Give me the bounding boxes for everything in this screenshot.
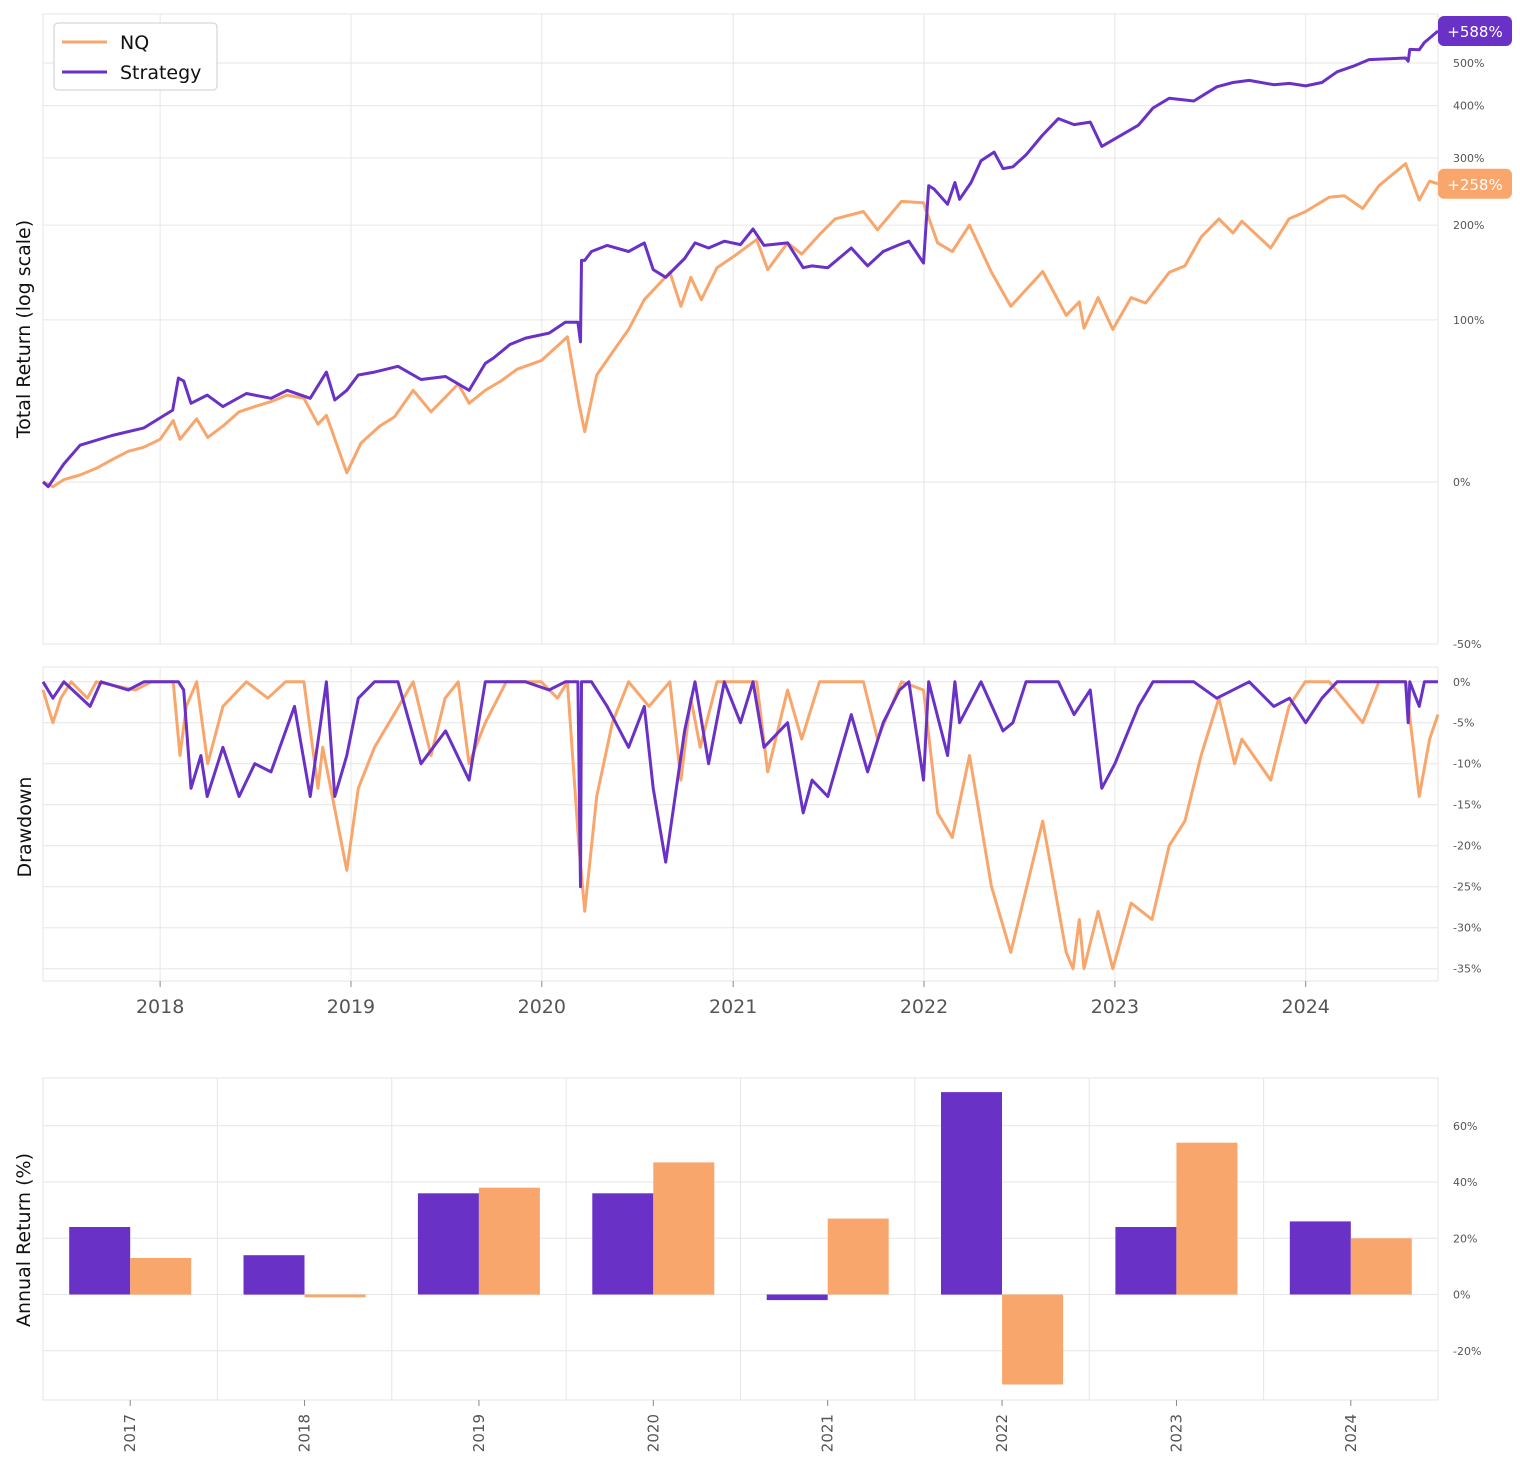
y-tick-label: 300% bbox=[1453, 152, 1484, 165]
y-tick-label: -20% bbox=[1453, 840, 1481, 853]
y-tick-label: -50% bbox=[1453, 638, 1481, 651]
annual-return-panel: -20% 0% 20% 40% 60% 2017 2018 2019 2020 2021 2022… bbox=[13, 1077, 1481, 1452]
y-tick-label: -30% bbox=[1453, 922, 1481, 935]
x-tick-label-2023: 2023 bbox=[1091, 996, 1139, 1018]
annual-return-y-grid: -20% 0% 20% 40% 60% bbox=[43, 1120, 1481, 1358]
total-return-y-grid: -50% 0% 100% 200% 300% 400% 500% bbox=[43, 57, 1484, 651]
y-tick-label: -5% bbox=[1453, 717, 1474, 730]
legend-label-strategy: Strategy bbox=[120, 62, 201, 84]
end-label-badge bbox=[1438, 16, 1512, 47]
drawdown-plot-area bbox=[42, 666, 1439, 982]
bar-nq-2022 bbox=[1002, 1294, 1064, 1385]
total-return-plot-area bbox=[42, 13, 1439, 645]
end-label-text: +588% bbox=[1447, 23, 1502, 41]
end-label-strategy: +588% bbox=[1438, 16, 1512, 47]
y-tick-label: 40% bbox=[1453, 1176, 1477, 1189]
drawdown-series bbox=[41, 680, 1440, 971]
end-label-nq: +258% bbox=[1438, 168, 1512, 199]
drawdown-line-nq bbox=[41, 680, 1440, 971]
y-tick-label: 100% bbox=[1453, 314, 1484, 327]
annual-return-bars bbox=[69, 1092, 1412, 1385]
annual-return-y-label: Annual Return (%) bbox=[13, 1153, 35, 1327]
y-tick-label: -20% bbox=[1453, 1345, 1481, 1358]
x-tick-label-2018: 2018 bbox=[296, 1414, 314, 1452]
bar-nq-2020 bbox=[653, 1162, 715, 1295]
x-tick-label-2021: 2021 bbox=[819, 1414, 837, 1452]
x-tick-label-2021: 2021 bbox=[709, 996, 757, 1018]
bar-strategy-2019 bbox=[417, 1193, 479, 1295]
annual-return-x-ticks: 2017 2018 2019 2020 2021 2022 2023 2024 bbox=[121, 1400, 1360, 1452]
legend: NQ Strategy bbox=[53, 22, 218, 91]
drawdown-y-label: Drawdown bbox=[14, 777, 36, 878]
y-tick-label: 20% bbox=[1453, 1232, 1477, 1245]
x-tick-label-2018: 2018 bbox=[136, 996, 184, 1018]
x-tick-label-2020: 2020 bbox=[518, 996, 566, 1018]
bar-nq-2019 bbox=[478, 1187, 540, 1295]
bar-strategy-2018 bbox=[243, 1255, 305, 1295]
x-tick-label-2022: 2022 bbox=[900, 996, 948, 1018]
bar-strategy-2017 bbox=[69, 1227, 131, 1295]
total-return-end-labels: +588% +258% bbox=[1438, 16, 1512, 199]
x-tick-label-2023: 2023 bbox=[1167, 1414, 1185, 1452]
bar-nq-2017 bbox=[130, 1258, 192, 1295]
x-tick-label-2024: 2024 bbox=[1282, 996, 1330, 1018]
drawdown-y-grid: 0% -5% -10% -15% -20% -25% -30% -35% bbox=[43, 676, 1481, 976]
total-return-x-grid bbox=[159, 14, 1307, 644]
bar-strategy-2023 bbox=[1115, 1227, 1177, 1295]
drawdown-panel: 0%-5%-10%-15%-20%-25%-30%-35% 2018 2019 20… bbox=[14, 666, 1481, 1018]
y-tick-label: -10% bbox=[1453, 758, 1481, 771]
bar-nq-2024 bbox=[1350, 1238, 1412, 1295]
bar-strategy-2022 bbox=[941, 1092, 1002, 1295]
x-tick-label-2022: 2022 bbox=[993, 1414, 1011, 1452]
bar-strategy-2024 bbox=[1289, 1221, 1351, 1295]
series-line-nq bbox=[42, 162, 1439, 489]
annual-return-x-grid bbox=[216, 1078, 1265, 1400]
x-tick-label-2019: 2019 bbox=[327, 996, 375, 1018]
bar-strategy-2021 bbox=[766, 1294, 828, 1301]
legend-label-nq: NQ bbox=[120, 32, 149, 54]
x-tick-label-2019: 2019 bbox=[470, 1414, 488, 1452]
y-tick-label: 60% bbox=[1453, 1120, 1477, 1133]
y-tick-label: -35% bbox=[1453, 963, 1481, 976]
x-tick-label-2020: 2020 bbox=[644, 1414, 662, 1452]
y-tick-label: -15% bbox=[1453, 799, 1481, 812]
end-label-text: +258% bbox=[1447, 176, 1502, 194]
total-return-y-label: Total Return (log scale) bbox=[13, 220, 35, 439]
drawdown-line-strategy bbox=[41, 680, 1438, 889]
end-label-badge bbox=[1438, 168, 1512, 199]
total-return-panel: -50% 0% 100% 200% 300% 400% 500% +588% +258% To… bbox=[13, 13, 1512, 651]
y-tick-label: -25% bbox=[1453, 881, 1481, 894]
total-return-series bbox=[41, 29, 1439, 489]
bar-nq-2021 bbox=[827, 1218, 889, 1295]
y-tick-label: 200% bbox=[1453, 219, 1484, 232]
drawdown-x-grid bbox=[159, 667, 1307, 981]
series-line-strategy bbox=[41, 29, 1439, 489]
y-tick-label: 0% bbox=[1453, 476, 1470, 489]
x-tick-label-2017: 2017 bbox=[121, 1414, 139, 1452]
y-tick-label: 400% bbox=[1453, 100, 1484, 113]
y-tick-label: 0% bbox=[1453, 676, 1470, 689]
x-tick-label-2024: 2024 bbox=[1342, 1414, 1360, 1452]
bar-nq-2018 bbox=[304, 1294, 366, 1298]
bar-nq-2023 bbox=[1176, 1142, 1238, 1295]
y-tick-label: 0% bbox=[1453, 1289, 1470, 1302]
bar-strategy-2020 bbox=[592, 1193, 654, 1295]
drawdown-x-ticks: 2018 2019 2020 2021 2022 2023 2024 bbox=[136, 981, 1330, 1018]
y-tick-label: 500% bbox=[1453, 57, 1484, 70]
